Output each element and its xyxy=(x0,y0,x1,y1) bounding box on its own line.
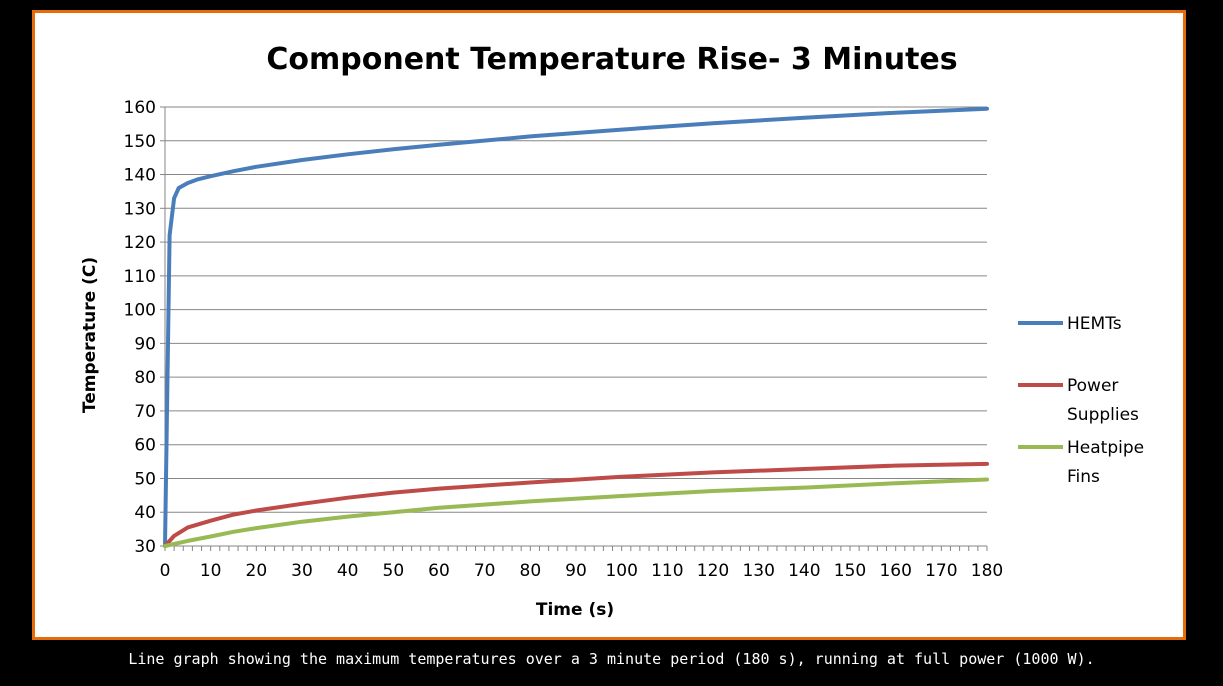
grid-lines xyxy=(165,106,987,513)
y-tick-label: 80 xyxy=(134,368,156,388)
x-tick-label: 130 xyxy=(742,561,774,581)
series-line xyxy=(163,477,989,548)
legend-label: Power xyxy=(1067,376,1118,396)
y-tick-label: 100 xyxy=(124,301,156,321)
y-tick-label: 30 xyxy=(134,537,156,557)
y-tick-labels: 30 40 50 60 70 80 90 100 110 120 130 140 150 160 xyxy=(124,98,156,557)
x-tick-label: 20 xyxy=(246,561,268,581)
x-tick-label: 160 xyxy=(879,561,911,581)
chart-title: Component Temperature Rise- 3 Minutes xyxy=(266,42,957,77)
chart-frame: Component Temperature Rise- 3 Minutes 30… xyxy=(32,10,1186,640)
x-tick-label: 70 xyxy=(474,561,496,581)
y-axis-title: Temperature (C) xyxy=(80,257,100,413)
y-tick-label: 140 xyxy=(124,166,156,186)
x-tick-label: 170 xyxy=(925,561,957,581)
x-tick-label: 120 xyxy=(697,561,729,581)
x-tick-label: 50 xyxy=(383,561,405,581)
x-axis-title: Time (s) xyxy=(536,600,614,620)
x-tick-label: 60 xyxy=(428,561,450,581)
legend: HEMTs Power Supplies Heatpipe Fins xyxy=(1018,314,1144,487)
axes xyxy=(160,106,988,551)
y-tick-label: 90 xyxy=(134,334,156,354)
x-tick-label: 0 xyxy=(160,561,171,581)
x-tick-label: 180 xyxy=(971,561,1003,581)
y-tick-label: 150 xyxy=(124,132,156,152)
legend-label: HEMTs xyxy=(1067,314,1122,334)
y-tick-label: 70 xyxy=(134,402,156,422)
x-tick-label: 90 xyxy=(565,561,587,581)
y-tick-label: 130 xyxy=(124,199,156,219)
y-tick-label: 60 xyxy=(134,436,156,456)
x-tick-labels: 0 10 20 30 40 50 60 70 80 90 100 110 120 130 140 150 160… xyxy=(160,561,1004,581)
y-tick-label: 160 xyxy=(124,98,156,118)
x-tick-label: 40 xyxy=(337,561,359,581)
legend-label: Heatpipe xyxy=(1067,438,1144,458)
series-lines xyxy=(163,106,989,548)
line-chart: Component Temperature Rise- 3 Minutes 30… xyxy=(80,42,1144,620)
x-tick-label: 150 xyxy=(834,561,866,581)
y-tick-label: 120 xyxy=(124,233,156,253)
legend-label: Supplies xyxy=(1067,405,1139,425)
y-tick-label: 40 xyxy=(134,503,156,523)
series-line xyxy=(163,461,989,548)
x-tick-label: 10 xyxy=(200,561,222,581)
series-line xyxy=(163,106,989,548)
y-tick-label: 110 xyxy=(124,267,156,287)
x-tick-label: 80 xyxy=(520,561,542,581)
x-tick-label: 30 xyxy=(291,561,313,581)
figure-caption: Line graph showing the maximum temperatu… xyxy=(128,650,1095,668)
x-tick-label: 100 xyxy=(605,561,637,581)
y-tick-label: 50 xyxy=(134,469,156,489)
x-tick-label: 110 xyxy=(651,561,683,581)
x-tick-label: 140 xyxy=(788,561,820,581)
legend-label: Fins xyxy=(1067,467,1100,487)
